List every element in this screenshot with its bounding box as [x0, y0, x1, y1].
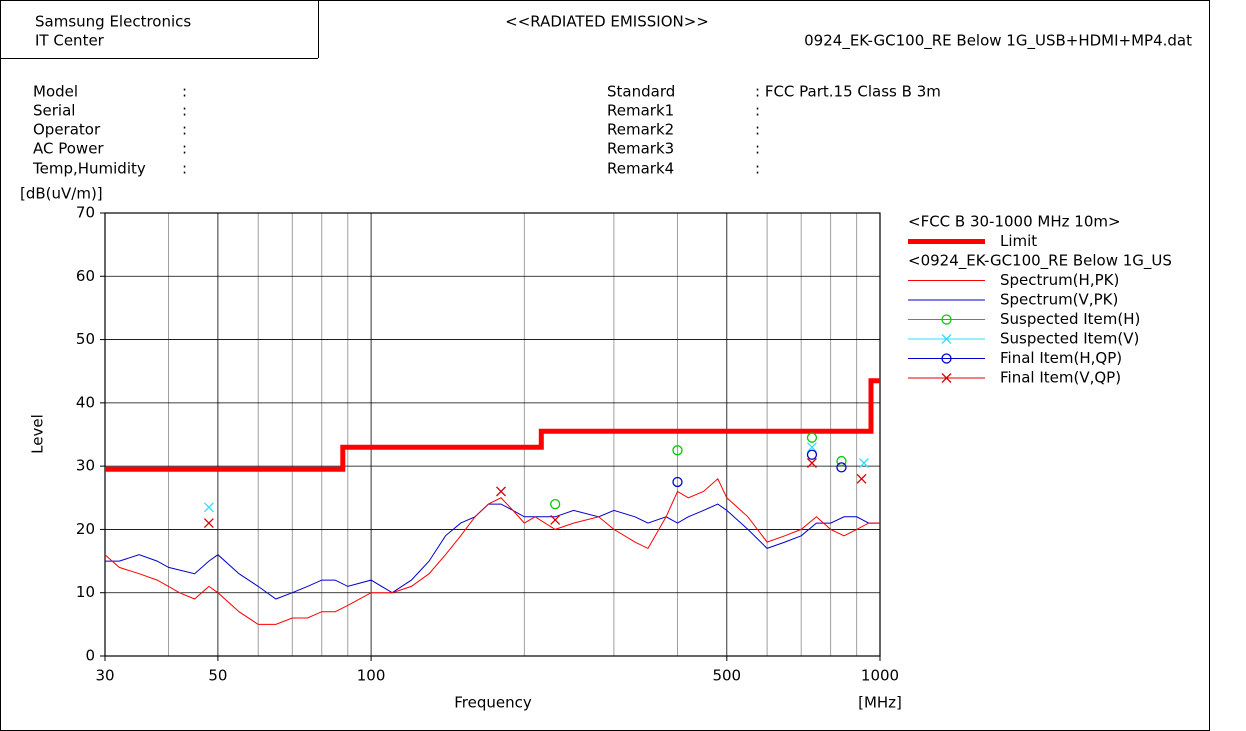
- y-axis-label: Level: [29, 414, 47, 454]
- field-label: Model: [33, 83, 78, 101]
- legend-label: Final Item(H,QP): [1000, 349, 1122, 367]
- legend-label: Spectrum(H,PK): [1000, 271, 1119, 289]
- x-tick-label: 30: [95, 667, 114, 685]
- field-label: Remark2: [607, 121, 674, 139]
- field-value: :: [182, 160, 187, 178]
- marker: [672, 476, 683, 488]
- x-tick-label: 1000: [861, 667, 899, 685]
- field-label: AC Power: [33, 140, 104, 158]
- x-tick-label: 100: [357, 667, 386, 685]
- x-tick-label: 50: [208, 667, 227, 685]
- marker: [941, 353, 952, 364]
- marker: [859, 458, 869, 468]
- field-label: Standard: [607, 83, 675, 101]
- legend-label: Limit: [1000, 232, 1037, 250]
- marker: [550, 498, 561, 510]
- y-tick-label: 70: [76, 204, 95, 222]
- plot-border: [104, 212, 881, 657]
- marker: [672, 445, 683, 456]
- marker: [836, 455, 847, 467]
- marker: [203, 502, 214, 513]
- marker: [496, 486, 506, 497]
- marker: [550, 514, 561, 525]
- marker: [941, 373, 952, 383]
- file-name: 0924_EK-GC100_RE Below 1G_USB+HDMI+MP4.d…: [804, 32, 1192, 51]
- x-tick-label: 500: [712, 667, 741, 685]
- y-tick-label: 50: [76, 330, 95, 348]
- legend-label: Final Item(V,QP): [1000, 369, 1121, 387]
- marker: [836, 462, 847, 473]
- field-value: :: [182, 140, 187, 158]
- field-value: :: [755, 140, 760, 158]
- field-value: :: [182, 83, 187, 101]
- marker: [941, 334, 952, 344]
- legend-heading: <FCC B 30-1000 MHz 10m>: [908, 213, 1121, 231]
- field-value: : FCC Part.15 Class B 3m: [755, 83, 941, 101]
- report-title: <<RADIATED EMISSION>>: [505, 13, 709, 31]
- field-value: :: [755, 160, 760, 178]
- field-label: Temp,Humidity: [32, 160, 146, 178]
- department: IT Center: [35, 32, 105, 50]
- marker: [806, 458, 817, 468]
- legend-label: Suspected Item(V): [1000, 330, 1139, 348]
- field-label: Remark1: [607, 102, 674, 120]
- x-unit: [MHz]: [858, 694, 902, 712]
- x-axis-label: Frequency: [454, 694, 532, 712]
- marker: [806, 449, 818, 460]
- y-unit: [dB(uV/m)]: [20, 185, 103, 203]
- y-tick-label: 20: [76, 520, 95, 538]
- legend-label: Spectrum(V,PK): [1000, 291, 1118, 309]
- legend-heading: <0924_EK-GC100_RE Below 1G_US: [908, 252, 1172, 271]
- series-line: [104, 477, 880, 625]
- y-tick-label: 30: [76, 457, 95, 475]
- y-tick-label: 0: [85, 647, 95, 665]
- field-label: Operator: [33, 121, 101, 139]
- company: Samsung Electronics: [35, 13, 191, 31]
- field-label: Remark3: [607, 140, 674, 158]
- field-value: :: [182, 102, 187, 120]
- field-value: :: [182, 121, 187, 139]
- y-tick-label: 60: [76, 267, 95, 285]
- marker: [806, 432, 818, 443]
- legend-label: Suspected Item(H): [1000, 310, 1140, 328]
- marker: [203, 518, 214, 529]
- series-line: [105, 503, 880, 600]
- field-label: Serial: [33, 102, 75, 120]
- field-label: Remark4: [607, 160, 674, 178]
- y-tick-label: 40: [76, 393, 95, 411]
- marker: [806, 442, 817, 453]
- field-value: :: [755, 121, 760, 139]
- series-line: [105, 378, 880, 472]
- field-value: :: [755, 102, 760, 120]
- marker: [856, 473, 867, 484]
- y-tick-label: 10: [76, 583, 95, 601]
- marker: [941, 314, 952, 325]
